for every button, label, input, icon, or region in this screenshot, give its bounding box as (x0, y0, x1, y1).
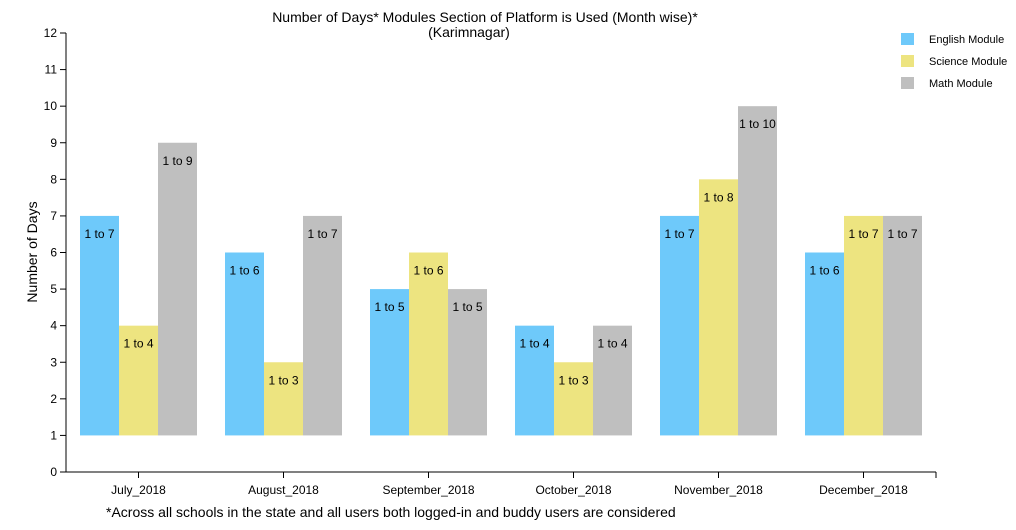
chart-title: Number of Days* Modules Section of Platf… (272, 9, 698, 25)
y-tick-label: 1 (50, 428, 57, 442)
bar-data-label: 1 to 10 (739, 117, 776, 131)
y-tick-label: 6 (50, 246, 57, 260)
bar-data-label: 1 to 7 (664, 227, 694, 241)
bar (448, 289, 487, 436)
x-category-label: September_2018 (382, 483, 474, 497)
y-tick-label: 8 (50, 172, 57, 186)
bar-data-label: 1 to 5 (374, 300, 404, 314)
y-tick-label: 9 (50, 136, 57, 150)
legend-swatch (901, 77, 914, 89)
bar-data-label: 1 to 7 (848, 227, 878, 241)
chart-subtitle: (Karimnagar) (428, 24, 510, 40)
bar-data-label: 1 to 3 (558, 373, 588, 387)
bar (593, 325, 632, 436)
bar (883, 215, 922, 436)
x-category-label: August_2018 (248, 483, 319, 497)
legend-label: English Module (929, 34, 1004, 46)
bar (554, 362, 593, 436)
x-category-label: December_2018 (819, 483, 908, 497)
bar-data-label: 1 to 9 (162, 154, 192, 168)
y-tick-label: 5 (50, 282, 57, 296)
y-tick-label: 12 (44, 26, 58, 40)
y-axis-title: Number of Days (24, 201, 40, 302)
bar (409, 252, 448, 436)
bar-data-label: 1 to 4 (123, 337, 153, 351)
bar (738, 106, 777, 436)
bar-data-label: 1 to 7 (307, 227, 337, 241)
x-category-label: October_2018 (535, 483, 611, 497)
bar (805, 252, 844, 436)
legend-label: Science Module (929, 56, 1007, 68)
legend-swatch (901, 55, 914, 67)
bar (699, 179, 738, 436)
bar-data-label: 1 to 4 (597, 337, 627, 351)
bar-data-label: 1 to 7 (84, 227, 114, 241)
y-tick-label: 10 (44, 99, 58, 113)
y-tick-label: 2 (50, 392, 57, 406)
bar-data-label: 1 to 6 (413, 264, 443, 278)
bar (264, 362, 303, 436)
x-category-label: July_2018 (111, 483, 166, 497)
bar (303, 215, 342, 436)
y-tick-label: 0 (50, 465, 57, 479)
bar (515, 325, 554, 436)
bars: 1 to 7 1 to 4 1 to 9 1 to 6 1 to 3 1 to 7 1 to… (80, 106, 922, 436)
bar-data-label: 1 to 7 (887, 227, 917, 241)
bar (225, 252, 264, 436)
y-tick-label: 7 (50, 209, 57, 223)
x-category-label: November_2018 (674, 483, 763, 497)
bar (660, 215, 699, 436)
y-tick-label: 11 (45, 63, 58, 77)
bar-data-label: 1 to 5 (452, 300, 482, 314)
legend-swatch (901, 33, 914, 45)
bar (158, 142, 197, 436)
bar (844, 215, 883, 436)
y-tick-label: 3 (50, 355, 57, 369)
bar-data-label: 1 to 6 (229, 264, 259, 278)
bar-data-label: 1 to 8 (703, 190, 733, 204)
legend: English Module Science Module Math Module (901, 33, 1007, 90)
bar (80, 215, 119, 436)
bar-data-label: 1 to 3 (268, 373, 298, 387)
y-tick-label: 4 (50, 319, 57, 333)
bar (119, 325, 158, 436)
footnote: *Across all schools in the state and all… (106, 504, 676, 520)
bar-data-label: 1 to 6 (809, 264, 839, 278)
legend-label: Math Module (929, 78, 993, 90)
bar (370, 289, 409, 436)
bar-data-label: 1 to 4 (519, 337, 549, 351)
